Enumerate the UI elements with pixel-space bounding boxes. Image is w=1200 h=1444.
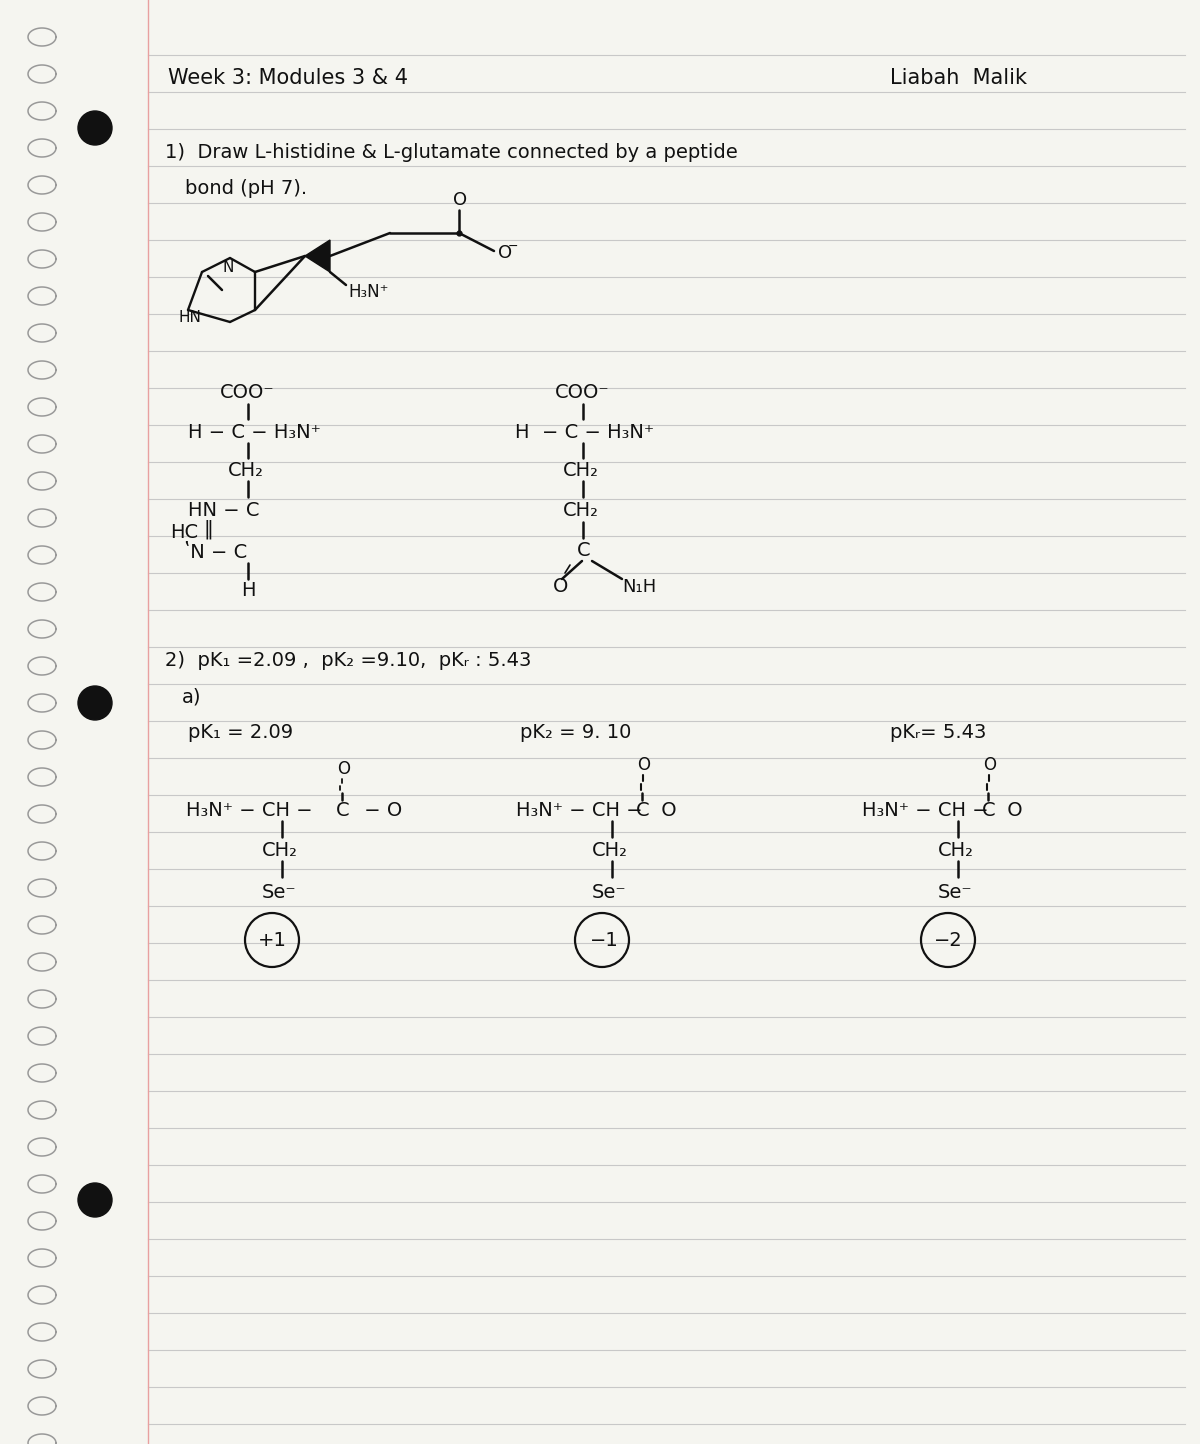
- Text: O: O: [983, 757, 996, 774]
- Text: H₃N⁺ − CH −: H₃N⁺ − CH −: [186, 800, 313, 820]
- Text: N: N: [222, 260, 233, 276]
- Text: C: C: [636, 800, 649, 820]
- Text: 1)  Draw L-histidine & L-glutamate connected by a peptide: 1) Draw L-histidine & L-glutamate connec…: [166, 143, 738, 162]
- Polygon shape: [305, 240, 330, 271]
- Text: COO⁻: COO⁻: [554, 384, 610, 403]
- Text: bond (pH 7).: bond (pH 7).: [185, 179, 307, 198]
- Circle shape: [78, 686, 112, 721]
- Text: pK₁ = 2.09: pK₁ = 2.09: [188, 723, 293, 742]
- Text: HN − C: HN − C: [188, 501, 259, 520]
- Text: O: O: [454, 191, 467, 209]
- Text: Liabah  Malik: Liabah Malik: [890, 68, 1027, 88]
- Text: ‖: ‖: [203, 520, 212, 539]
- Circle shape: [78, 111, 112, 144]
- Text: −2: −2: [934, 930, 962, 950]
- Text: COO⁻: COO⁻: [220, 384, 275, 403]
- Text: Se⁻: Se⁻: [592, 882, 626, 901]
- Circle shape: [78, 1183, 112, 1217]
- Text: Week 3: Modules 3 & 4: Week 3: Modules 3 & 4: [168, 68, 408, 88]
- Text: O: O: [553, 578, 569, 596]
- Text: −: −: [508, 240, 518, 253]
- Text: O: O: [498, 244, 512, 261]
- Text: a): a): [182, 687, 202, 706]
- Text: HC: HC: [170, 523, 198, 542]
- Text: O: O: [655, 800, 677, 820]
- Text: − O: − O: [358, 800, 402, 820]
- Text: CH₂: CH₂: [228, 461, 264, 479]
- Text: pK₂ = 9. 10: pK₂ = 9. 10: [520, 723, 631, 742]
- Text: O: O: [337, 760, 350, 778]
- Text: H₃N⁺ − CH −: H₃N⁺ − CH −: [862, 800, 989, 820]
- Text: H₃N⁺: H₃N⁺: [348, 283, 389, 300]
- Text: +1: +1: [258, 930, 287, 950]
- Text: H − C − H₃N⁺: H − C − H₃N⁺: [188, 423, 320, 442]
- Text: H₃N⁺ − CH −: H₃N⁺ − CH −: [516, 800, 643, 820]
- Text: H: H: [241, 582, 256, 601]
- Text: C: C: [577, 542, 590, 560]
- Text: H  − C − H₃N⁺: H − C − H₃N⁺: [515, 423, 654, 442]
- Text: CH₂: CH₂: [938, 840, 974, 859]
- Text: CH₂: CH₂: [563, 461, 599, 479]
- Text: CH₂: CH₂: [592, 840, 628, 859]
- Text: CH₂: CH₂: [563, 501, 599, 520]
- Text: Se⁻: Se⁻: [938, 882, 973, 901]
- Text: pKᵣ= 5.43: pKᵣ= 5.43: [890, 723, 986, 742]
- Text: ʽN − C: ʽN − C: [184, 543, 247, 563]
- Text: O: O: [1001, 800, 1022, 820]
- Text: −1: −1: [590, 930, 619, 950]
- Text: C: C: [336, 800, 349, 820]
- Text: HN: HN: [178, 310, 200, 325]
- Text: N₁H: N₁H: [622, 578, 656, 596]
- Text: O: O: [637, 757, 650, 774]
- Text: Se⁻: Se⁻: [262, 882, 296, 901]
- Text: 2)  pK₁ =2.09 ,  pK₂ =9.10,  pKᵣ : 5.43: 2) pK₁ =2.09 , pK₂ =9.10, pKᵣ : 5.43: [166, 650, 532, 670]
- Text: C: C: [982, 800, 996, 820]
- Text: CH₂: CH₂: [262, 840, 298, 859]
